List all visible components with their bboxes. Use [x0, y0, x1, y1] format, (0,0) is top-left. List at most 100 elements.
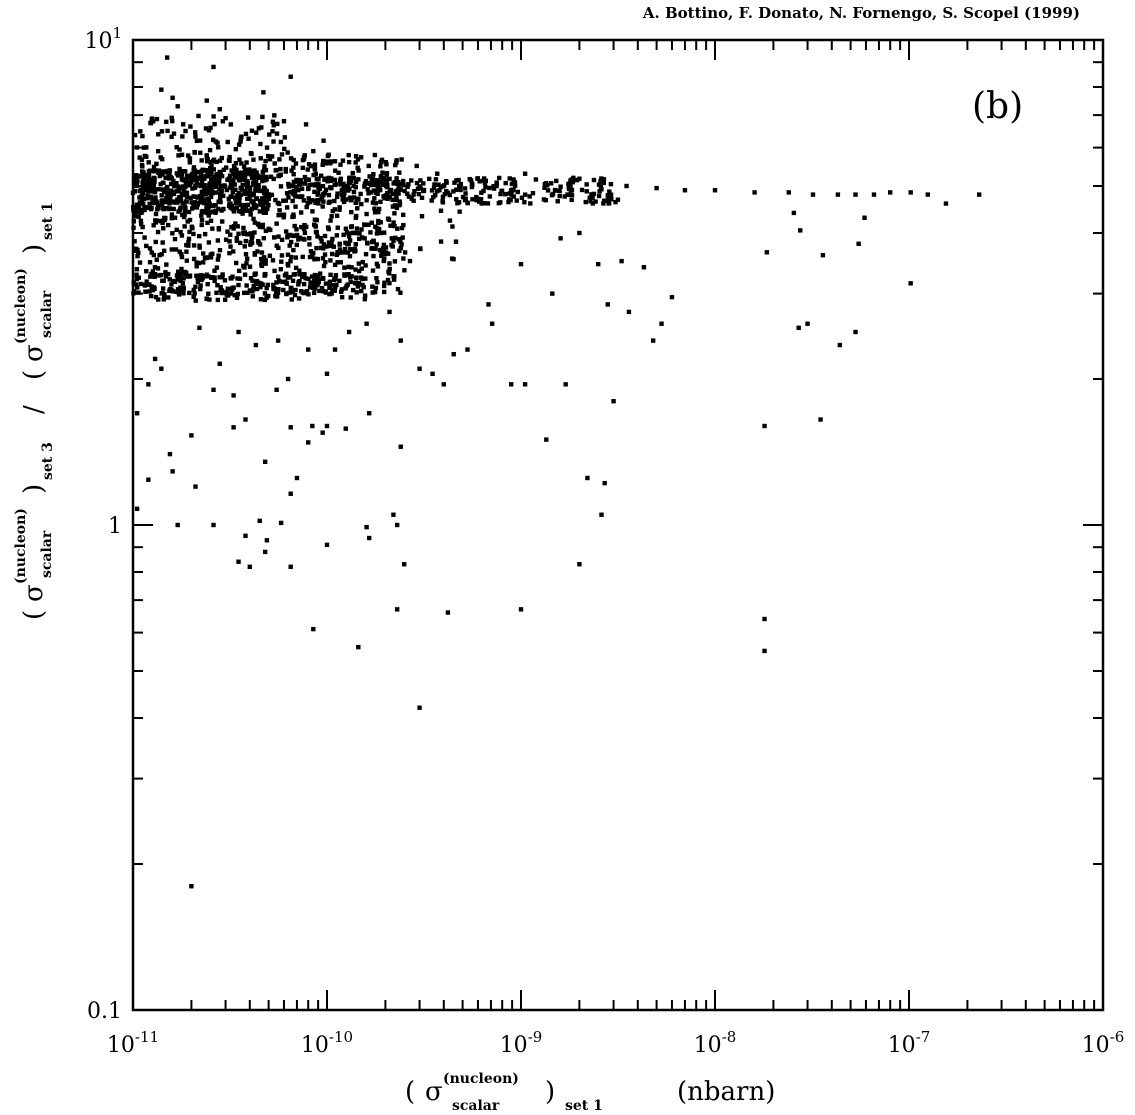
data-point [289, 254, 294, 260]
data-point [405, 191, 410, 196]
data-point [185, 153, 191, 158]
data-point [373, 224, 378, 229]
data-point [398, 245, 403, 251]
data-point [166, 295, 171, 300]
data-point [142, 235, 147, 240]
data-point [243, 131, 249, 137]
data-point [312, 183, 318, 188]
data-point [391, 181, 396, 186]
data-point [206, 274, 211, 279]
data-point [179, 233, 185, 238]
data-point [279, 259, 284, 264]
data-point [371, 171, 376, 177]
data-point [257, 209, 263, 214]
data-point [176, 184, 181, 189]
data-point [148, 274, 153, 279]
data-point [320, 256, 326, 261]
data-point [171, 190, 177, 195]
data-point [161, 248, 167, 254]
data-point [250, 289, 255, 294]
data-point [139, 198, 145, 203]
data-point [342, 191, 347, 196]
data-point [215, 297, 221, 303]
data-point [199, 179, 205, 184]
data-point [589, 192, 594, 197]
data-point [470, 197, 475, 202]
data-point [199, 158, 204, 163]
data-point [327, 291, 332, 297]
data-point [131, 225, 136, 230]
data-point [244, 191, 250, 196]
data-point [453, 239, 459, 244]
data-point [202, 186, 208, 191]
data-point [262, 168, 267, 173]
data-point [143, 178, 148, 184]
data-point [365, 241, 370, 246]
data-point [260, 174, 265, 179]
axis-ticks [132, 40, 1103, 1011]
data-point [179, 252, 184, 257]
data-point [181, 188, 187, 194]
data-point [243, 533, 248, 539]
data-point [574, 177, 580, 183]
data-point [153, 199, 159, 204]
data-point [409, 178, 414, 183]
data-point [167, 206, 172, 211]
data-point [297, 279, 302, 284]
data-point [322, 252, 328, 257]
data-point [311, 148, 316, 154]
data-point [307, 254, 313, 260]
data-point [278, 520, 284, 526]
data-point [354, 230, 360, 236]
data-point [605, 302, 610, 307]
data-point [284, 205, 290, 210]
data-point [131, 208, 136, 213]
data-point [364, 181, 370, 186]
data-point [267, 253, 273, 258]
data-point [265, 282, 271, 288]
data-point [245, 196, 250, 201]
data-point [262, 164, 267, 169]
data-point [234, 295, 240, 301]
data-point [569, 192, 575, 198]
data-point [194, 138, 200, 144]
data-point [396, 180, 401, 185]
data-point [391, 277, 397, 282]
data-point [144, 268, 149, 274]
data-point [277, 208, 282, 213]
x-tick-label: 10-10 [301, 1028, 353, 1058]
data-point [180, 122, 186, 127]
data-point [283, 229, 289, 234]
data-point [317, 186, 323, 191]
data-point [245, 202, 251, 208]
data-point [593, 199, 598, 204]
data-point [160, 180, 166, 185]
data-point [248, 239, 253, 245]
data-point [180, 280, 186, 286]
data-point [362, 296, 368, 302]
data-point [297, 268, 302, 273]
data-point [202, 182, 207, 188]
data-point [303, 177, 309, 182]
data-point [264, 285, 269, 291]
data-point [210, 176, 215, 181]
data-point [208, 170, 213, 175]
data-point [363, 276, 368, 281]
data-point [482, 201, 487, 206]
data-point [251, 216, 256, 222]
data-point [474, 194, 479, 200]
data-point [327, 285, 332, 291]
data-point [293, 204, 298, 209]
data-point [278, 184, 284, 189]
data-point [319, 239, 324, 244]
data-point [219, 155, 225, 161]
data-point [192, 291, 197, 296]
data-point [204, 167, 210, 173]
data-point [348, 295, 353, 300]
data-point [320, 204, 325, 209]
data-point [163, 215, 168, 221]
data-point [282, 146, 287, 152]
data-point [862, 215, 867, 220]
data-point [322, 233, 328, 239]
data-point [327, 279, 333, 284]
